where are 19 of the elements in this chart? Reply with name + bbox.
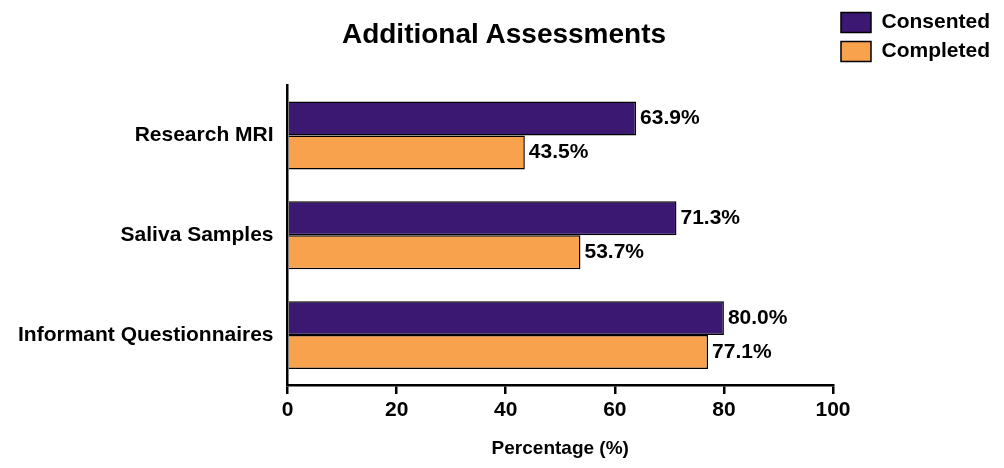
data-label: 77.1%: [712, 338, 772, 362]
data-label: 71.3%: [680, 205, 741, 229]
data-label: 63.9%: [640, 105, 700, 129]
data-label: 80.0%: [727, 304, 788, 328]
chart-title: Additional Assessments: [341, 17, 667, 49]
x-axis-title: Percentage (%): [491, 436, 629, 458]
x-tick-label: 40: [494, 397, 518, 421]
y-tick-label: Research MRI: [134, 122, 274, 146]
x-tick-label: 100: [815, 397, 851, 421]
y-tick-label: Informant Questionnaires: [17, 321, 274, 345]
x-tick-label: 80: [712, 397, 736, 421]
x-tick-label: 0: [281, 397, 294, 421]
x-tick-label: 60: [603, 397, 627, 421]
y-tick-label: Saliva Samples: [120, 222, 274, 246]
data-label: 43.5%: [528, 139, 589, 163]
legend-label: Consented: [881, 9, 991, 33]
x-tick-label: 20: [384, 397, 409, 421]
data-label: 53.7%: [584, 239, 645, 263]
legend-label: Completed: [881, 38, 991, 62]
